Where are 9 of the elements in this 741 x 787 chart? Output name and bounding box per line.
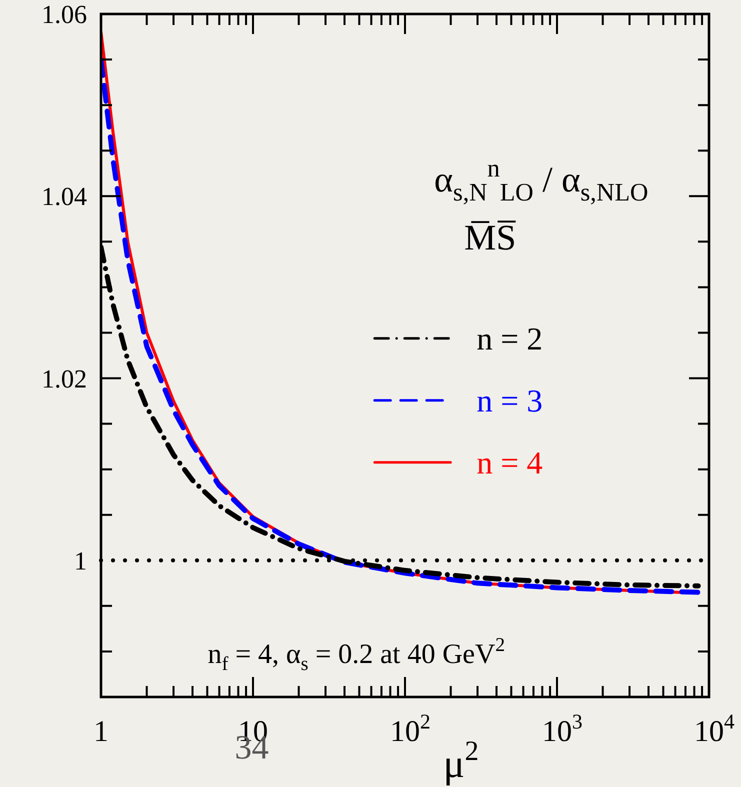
- annotation: M̅S̅: [464, 218, 517, 258]
- x-tick-label: 1: [94, 715, 108, 748]
- legend-label: n = 3: [476, 382, 543, 418]
- y-tick-label: 1.06: [42, 0, 87, 29]
- y-tick-label: 1.02: [42, 364, 87, 394]
- y-tick-label: 1.04: [42, 182, 87, 212]
- legend-label: n = 4: [476, 444, 543, 480]
- y-tick-label: 1: [74, 546, 87, 576]
- legend-label: n = 2: [476, 320, 543, 356]
